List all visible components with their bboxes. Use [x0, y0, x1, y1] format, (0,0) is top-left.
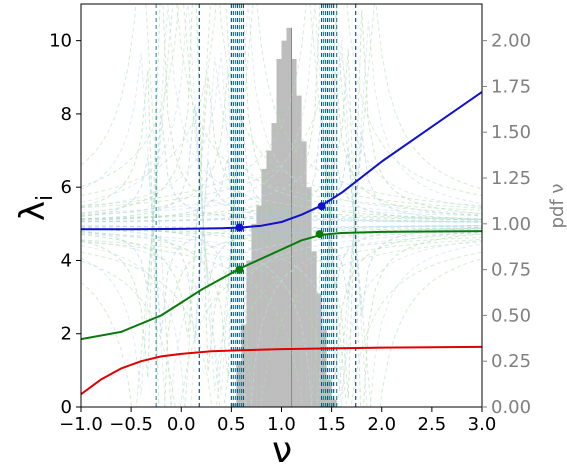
faint-curve: [81, 4, 482, 395]
faint-curve: [81, 148, 482, 316]
x-tick-label: −1.0: [59, 414, 103, 435]
y-right-tick-label: 1.25: [491, 168, 531, 189]
y-right-tick-label: 1.50: [491, 122, 531, 143]
svg-text:λi: λi: [13, 195, 58, 221]
y-tick-label: 10: [49, 31, 72, 52]
histogram-bar: [246, 260, 252, 407]
faint-curve: [81, 48, 482, 407]
faint-curve: [81, 4, 482, 407]
faint-curve: [81, 52, 482, 407]
histogram-bar: [296, 95, 302, 407]
y-right-tick-label: 1.00: [491, 214, 531, 235]
y-right-tick-label: 0.50: [491, 305, 531, 326]
faint-curve: [81, 132, 482, 299]
y-right-tick-label: 2.00: [491, 31, 531, 52]
y-right-tick-label: 1.75: [491, 76, 531, 97]
data-point: [317, 202, 326, 211]
x-tick-label: 0.0: [167, 414, 196, 435]
y-right-tick-label: 0.00: [491, 397, 531, 418]
faint-curve: [81, 4, 482, 407]
y-axis-label-main: λ: [13, 201, 53, 221]
faint-curve: [81, 4, 482, 407]
y-tick-label: 4: [61, 250, 72, 271]
x-tick-label: 2.0: [367, 414, 396, 435]
histogram-bar: [301, 141, 307, 407]
faint-curve: [81, 160, 482, 342]
series-line-2: [81, 91, 482, 231]
y-axis-label-sub: i: [33, 195, 58, 201]
x-tick-label: 1.0: [267, 414, 296, 435]
data-point: [235, 265, 244, 274]
data-point: [315, 230, 324, 239]
faint-curve: [81, 4, 482, 372]
histogram-bar: [271, 123, 277, 407]
histogram-bar: [281, 40, 287, 407]
y-axis-label: λi: [13, 195, 58, 221]
faint-curve: [81, 40, 482, 407]
x-tick-label: 2.5: [418, 414, 447, 435]
x-tick-label: 3.0: [468, 414, 497, 435]
histogram-bar: [241, 324, 247, 407]
faint-curve: [81, 56, 482, 407]
faint-curve: [81, 4, 482, 378]
y-tick-label: 6: [61, 177, 72, 198]
series-line-1: [81, 230, 482, 341]
histogram-bar: [251, 223, 257, 407]
histogram-bar: [276, 58, 282, 407]
faint-curve: [81, 4, 482, 407]
y-right-tick-label: 0.25: [491, 351, 531, 372]
histogram-bar: [256, 205, 262, 407]
faint-curve: [81, 52, 482, 407]
faint-curve: [81, 4, 482, 378]
histogram-bar: [266, 150, 272, 407]
y-tick-label: 0: [61, 397, 72, 418]
histogram-bar: [261, 168, 267, 407]
data-point: [235, 223, 244, 232]
y-tick-label: 2: [61, 324, 72, 345]
y-tick-label: 8: [61, 104, 72, 125]
faint-curve: [81, 69, 482, 407]
series-line-0: [81, 345, 482, 396]
faint-curve: [81, 4, 482, 407]
x-axis-label: ν: [272, 430, 292, 468]
right-axis-label: pdf ν: [547, 184, 567, 229]
faint-curve: [81, 4, 482, 395]
faint-curve: [81, 4, 482, 407]
x-tick-label: 0.5: [217, 414, 246, 435]
histogram-bar: [316, 293, 322, 407]
x-tick-label: 1.5: [317, 414, 346, 435]
x-tick-label: −0.5: [109, 414, 153, 435]
faint-curve: [81, 4, 482, 392]
histogram-bar: [306, 187, 312, 407]
faint-curve: [81, 106, 482, 288]
y-right-tick-label: 0.75: [491, 260, 531, 281]
